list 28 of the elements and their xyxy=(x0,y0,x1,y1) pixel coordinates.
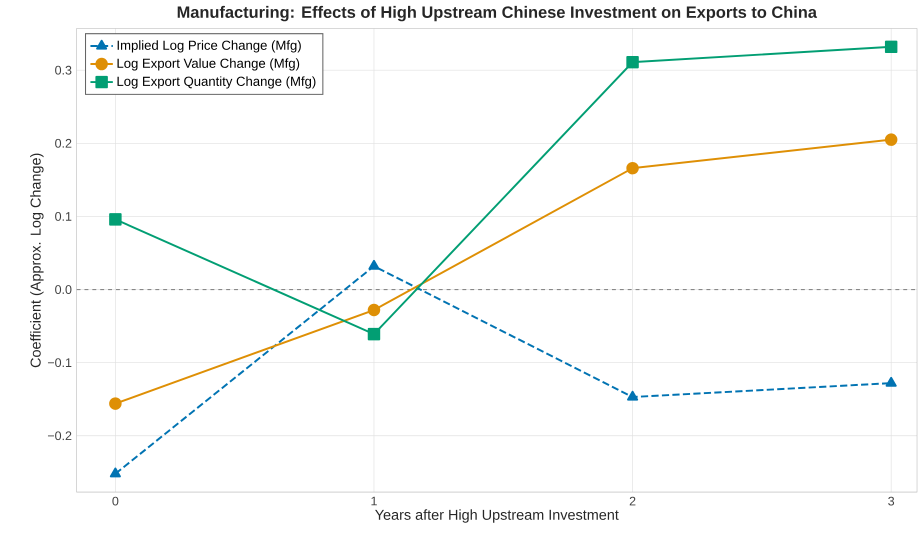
point xyxy=(368,328,380,340)
point xyxy=(109,397,122,410)
y-tick-label: 0.3 xyxy=(55,66,72,74)
legend-label: Implied Log Price Change (Mfg) xyxy=(118,40,301,52)
legend-label: Log Export Value Change (Mfg) xyxy=(118,58,300,70)
point xyxy=(110,467,121,478)
point xyxy=(109,212,122,226)
point xyxy=(626,162,639,174)
legend-label: Log Export Quantity Change (Mfg) xyxy=(118,76,316,88)
y-tick-label: 0.1 xyxy=(55,212,72,221)
chart-title: Manufacturing: Effects of High Upstream Chinese Investment on Exports to China xyxy=(178,6,818,22)
y-tick-label: 0.0 xyxy=(55,284,72,294)
x-tick-label: 2 xyxy=(630,496,636,506)
point xyxy=(368,304,380,316)
point xyxy=(884,40,898,53)
point xyxy=(886,376,897,387)
x-axis-title: Years after High Upstream Investment xyxy=(375,509,619,523)
point xyxy=(884,133,898,146)
point xyxy=(368,260,380,270)
x-tick-label: 1 xyxy=(371,496,377,506)
y-tick-label: −0.2 xyxy=(48,431,72,440)
y-tick-label: −0.1 xyxy=(48,358,72,367)
point xyxy=(626,56,639,68)
x-tick-label: 3 xyxy=(888,496,894,506)
y-tick-label: 0.2 xyxy=(55,138,72,148)
x-tick-label: 0 xyxy=(112,496,118,506)
y-axis-title: Coefficient (Approx. Log Change) xyxy=(30,153,44,368)
point xyxy=(627,390,638,400)
